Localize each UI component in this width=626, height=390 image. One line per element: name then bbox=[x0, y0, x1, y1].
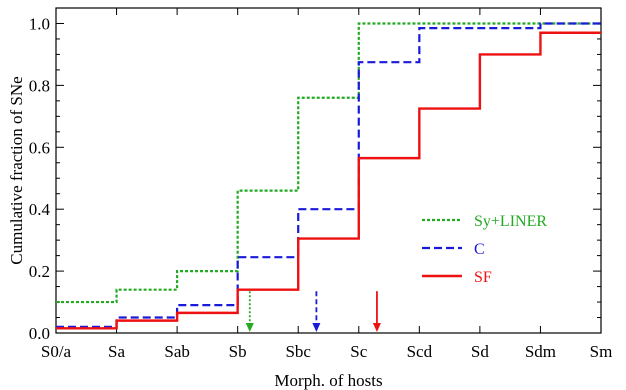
median-arrow-head bbox=[245, 323, 254, 332]
series-line-sf bbox=[56, 31, 601, 330]
legend: Sy+LINER C SF bbox=[422, 213, 547, 286]
y-tick-label: 0.8 bbox=[29, 76, 50, 95]
x-tick-label: Sa bbox=[108, 342, 125, 361]
axis-tick-labels: S0/a Sa Sab Sb Sbc Sc Scd Sd Sdm Sm 0.0 0.2 0.4 0.6 0.… bbox=[29, 14, 613, 361]
median-arrows bbox=[245, 291, 381, 332]
x-tick-label: Sc bbox=[350, 342, 367, 361]
x-tick-label: Sdm bbox=[525, 342, 556, 361]
series-line-c bbox=[56, 22, 601, 328]
series-layer bbox=[56, 22, 601, 330]
legend-label: C bbox=[474, 241, 485, 258]
x-tick-label: Sm bbox=[590, 342, 613, 361]
x-tick-label: Sbc bbox=[285, 342, 311, 361]
y-tick-label: 0.0 bbox=[29, 324, 50, 343]
x-tick-label: Sd bbox=[471, 342, 489, 361]
median-arrow-head bbox=[312, 323, 321, 332]
plot-frame bbox=[55, 7, 602, 334]
y-tick-label: 0.2 bbox=[29, 262, 50, 281]
axis-ticks bbox=[55, 8, 602, 334]
y-tick-label: 0.6 bbox=[29, 138, 50, 157]
x-tick-label: S0/a bbox=[41, 342, 72, 361]
y-tick-label: 0.4 bbox=[29, 200, 51, 219]
x-axis-label: Morph. of hosts bbox=[274, 371, 382, 390]
x-tick-label: Sb bbox=[229, 342, 247, 361]
series-line-sy-liner bbox=[56, 22, 601, 304]
y-tick-label: 1.0 bbox=[29, 14, 50, 33]
legend-label: SF bbox=[474, 269, 492, 286]
x-tick-label: Sab bbox=[164, 342, 190, 361]
x-tick-label: Scd bbox=[407, 342, 433, 361]
y-axis-label: Cumulative fraction of SNe bbox=[7, 76, 26, 264]
legend-label: Sy+LINER bbox=[474, 213, 547, 230]
median-arrow-head bbox=[372, 323, 381, 332]
